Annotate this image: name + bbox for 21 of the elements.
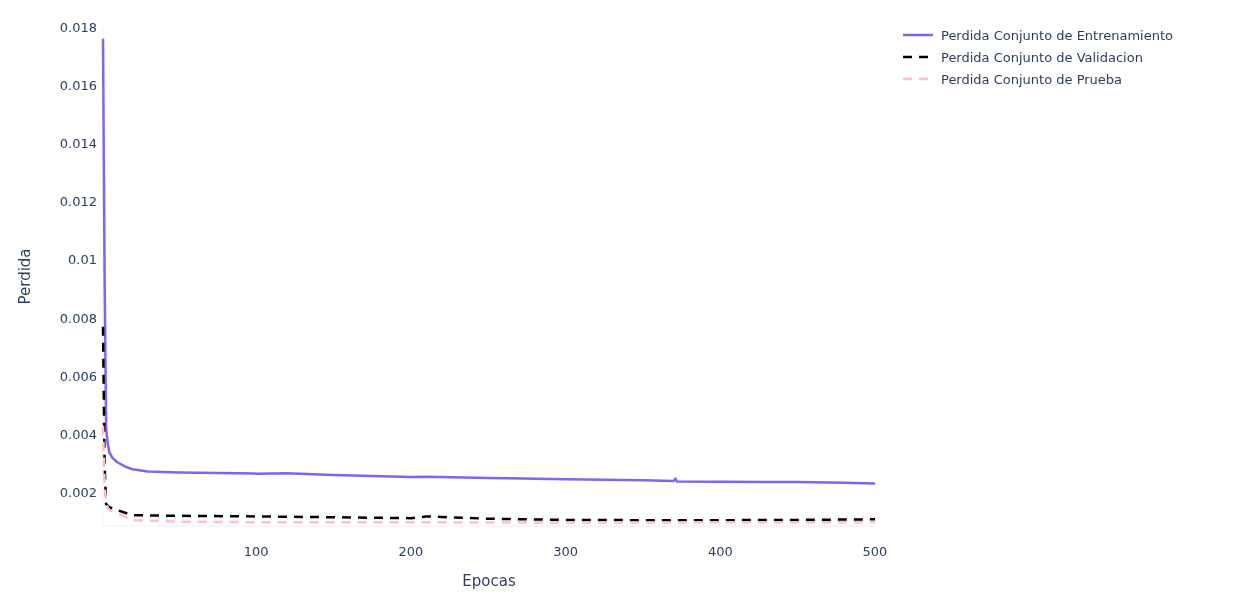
y-tick-label: 0.016 [59, 77, 97, 93]
y-tick-label: 0.006 [59, 368, 97, 384]
y-tick-label: 0.012 [59, 194, 97, 210]
legend-label: Perdida Conjunto de Validacion [941, 49, 1143, 65]
y-tick-label: 0.01 [68, 252, 97, 268]
y-tick-label: 0.018 [59, 19, 97, 35]
y-tick-label: 0.008 [59, 310, 97, 326]
y-tick-label: 0.004 [59, 426, 97, 442]
line-series [101, 325, 877, 522]
x-tick-label: 500 [862, 544, 888, 559]
line-series [101, 37, 877, 485]
legend-label: Perdida Conjunto de Prueba [941, 71, 1123, 87]
y-axis-title: Perdida [16, 248, 34, 305]
x-tick-label: 400 [707, 544, 733, 559]
legend-label: Perdida Conjunto de Entrenamiento [941, 27, 1174, 43]
x-axis-title: Epocas [462, 572, 516, 590]
x-tick-label: 100 [243, 544, 269, 559]
y-tick-label: 0.014 [59, 135, 97, 151]
x-tick-label: 200 [398, 544, 424, 559]
y-tick-label: 0.002 [59, 485, 97, 501]
x-tick-label: 300 [553, 544, 578, 559]
